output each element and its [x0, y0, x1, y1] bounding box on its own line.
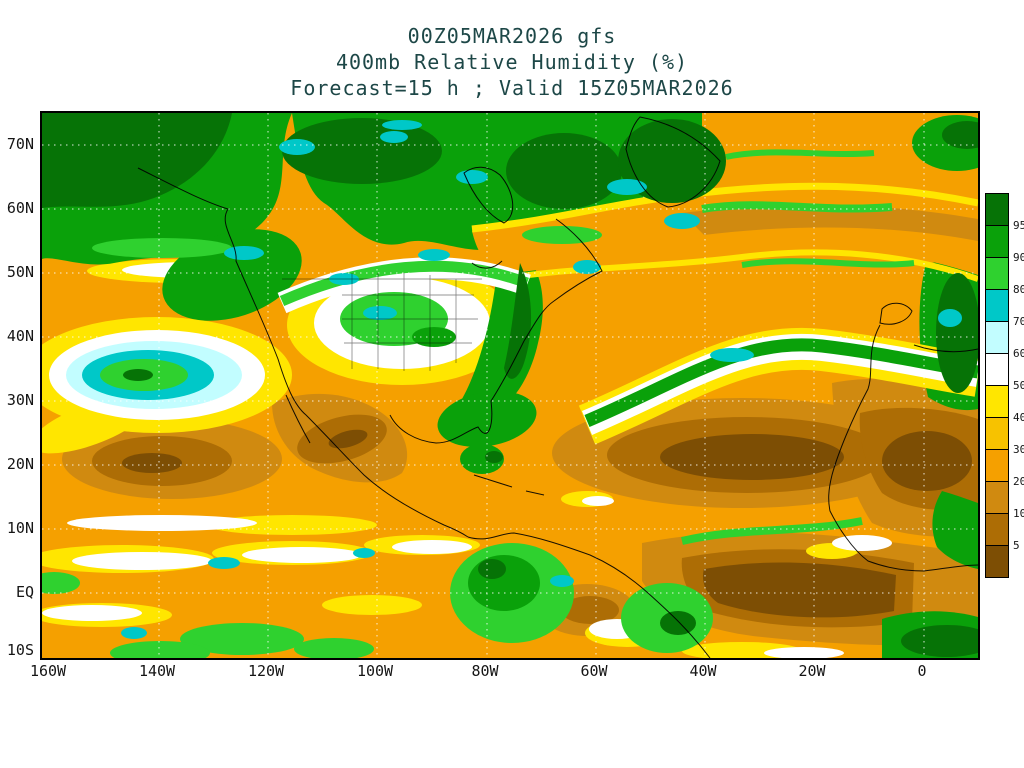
lon-label: 40W: [689, 662, 717, 680]
colorbar-swatch: [985, 225, 1009, 258]
colorbar: [985, 193, 1009, 578]
colorbar-swatch: [985, 545, 1009, 578]
colorbar-swatch: [985, 193, 1009, 226]
lat-label: 60N: [6, 199, 34, 217]
chart-title-valid: Forecast=15 h ; Valid 15Z05MAR2026: [290, 76, 734, 100]
lat-label: 20N: [6, 455, 34, 473]
rh-fill-layer: [42, 113, 978, 658]
grid-layer: [42, 113, 978, 658]
colorbar-swatch: [985, 353, 1009, 386]
colorbar-swatch: [985, 417, 1009, 450]
colorbar-swatch: [985, 289, 1009, 322]
lon-label: 120W: [247, 662, 285, 680]
colorbar-swatch: [985, 513, 1009, 546]
colorbar-label: 10: [1013, 507, 1024, 520]
colorbar-label: 80: [1013, 283, 1024, 296]
lon-label: 0: [917, 662, 927, 680]
colorbar-label: 95: [1013, 219, 1024, 232]
state-border-layer: [282, 273, 482, 371]
colorbar-label: 60: [1013, 347, 1024, 360]
lon-label: 60W: [580, 662, 608, 680]
colorbar-swatch: [985, 481, 1009, 514]
colorbar-swatch: [985, 257, 1009, 290]
colorbar-label: 40: [1013, 411, 1024, 424]
lon-label: 80W: [471, 662, 499, 680]
lat-label: 10N: [6, 519, 34, 537]
chart-title-run: 00Z05MAR2026 gfs: [407, 24, 617, 48]
colorbar-label: 50: [1013, 379, 1024, 392]
colorbar-label: 20: [1013, 475, 1024, 488]
lat-label: EQ: [15, 583, 34, 601]
chart-title-field: 400mb Relative Humidity (%): [335, 50, 689, 74]
colorbar-label: 90: [1013, 251, 1024, 264]
colorbar-label: 30: [1013, 443, 1024, 456]
rh-map-svg: [42, 113, 978, 658]
lat-label: 40N: [6, 327, 34, 345]
colorbar-swatch: [985, 321, 1009, 354]
lat-label: 70N: [6, 135, 34, 153]
map-area: [40, 111, 980, 660]
lat-label: 30N: [6, 391, 34, 409]
colorbar-swatch: [985, 385, 1009, 418]
lat-label: 10S: [6, 641, 34, 659]
lon-label: 140W: [138, 662, 176, 680]
lon-label: 160W: [29, 662, 67, 680]
colorbar-label: 70: [1013, 315, 1024, 328]
lon-label: 20W: [798, 662, 826, 680]
coastline-layer: [137, 116, 978, 658]
colorbar-label: 5: [1013, 539, 1020, 552]
lon-label: 100W: [356, 662, 394, 680]
lat-label: 50N: [6, 263, 34, 281]
colorbar-swatch: [985, 449, 1009, 482]
